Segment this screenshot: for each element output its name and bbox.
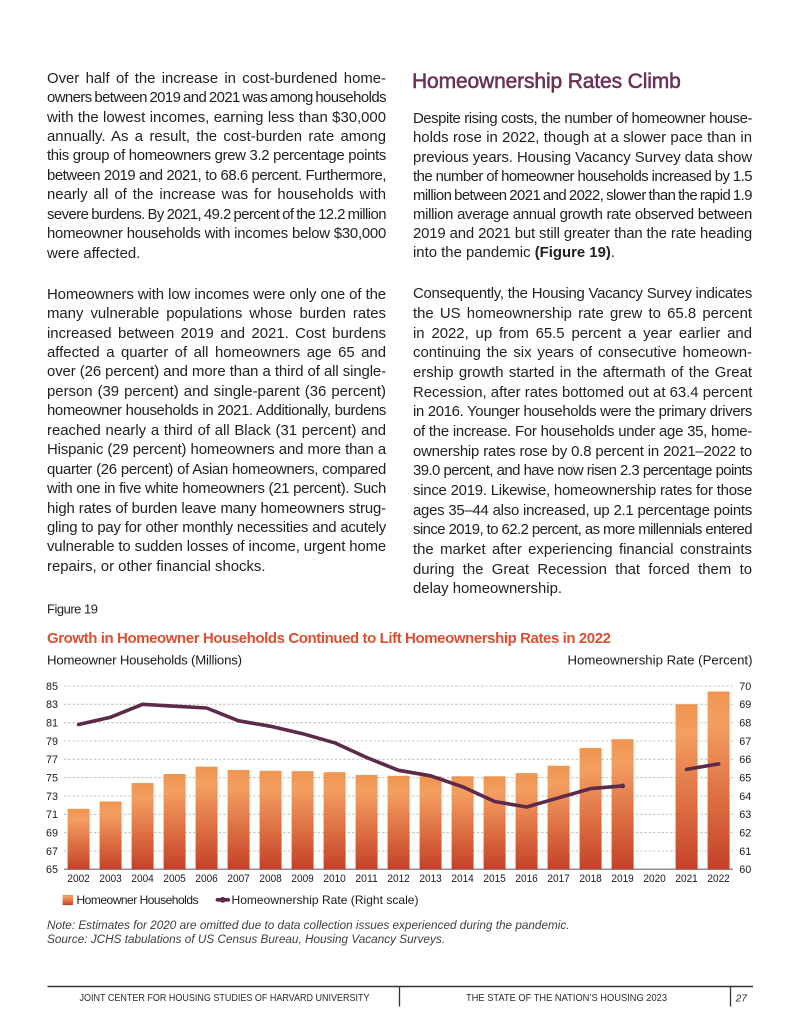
svg-text:79: 79 xyxy=(46,736,58,748)
svg-text:Figure 19: Figure 19 xyxy=(47,602,98,617)
svg-text:2015: 2015 xyxy=(483,873,505,885)
svg-text:Homeowner Households: Homeowner Households xyxy=(77,893,199,907)
svg-text:69: 69 xyxy=(739,699,751,711)
svg-text:2008: 2008 xyxy=(259,873,281,885)
svg-text:27: 27 xyxy=(735,993,748,1004)
svg-text:68: 68 xyxy=(739,718,751,730)
svg-text:77: 77 xyxy=(46,754,58,766)
svg-text:65: 65 xyxy=(46,864,58,876)
svg-text:2005: 2005 xyxy=(163,873,185,885)
svg-text:2009: 2009 xyxy=(291,873,313,885)
svg-text:65: 65 xyxy=(739,772,751,784)
svg-text:63: 63 xyxy=(739,809,751,821)
svg-text:81: 81 xyxy=(46,718,58,730)
svg-text:2011: 2011 xyxy=(355,873,377,885)
svg-text:2021: 2021 xyxy=(675,873,697,885)
svg-text:69: 69 xyxy=(46,827,58,839)
svg-text:Growth in Homeowner Households: Growth in Homeowner Households Continued… xyxy=(47,630,611,647)
svg-text:JOINT CENTER FOR HOUSING STUDI: JOINT CENTER FOR HOUSING STUDIES OF HARV… xyxy=(80,993,370,1004)
svg-text:2020: 2020 xyxy=(643,873,665,885)
svg-text:64: 64 xyxy=(739,791,751,803)
svg-text:THE STATE OF THE NATION’S HOUS: THE STATE OF THE NATION’S HOUSING 2023 xyxy=(466,993,667,1004)
svg-text:Homeownership Rate (Percent): Homeownership Rate (Percent) xyxy=(568,652,753,667)
svg-text:2013: 2013 xyxy=(419,873,441,885)
svg-text:60: 60 xyxy=(739,864,751,876)
svg-text:2003: 2003 xyxy=(99,873,121,885)
svg-text:83: 83 xyxy=(46,699,58,711)
svg-text:70: 70 xyxy=(739,681,751,693)
svg-text:62: 62 xyxy=(739,827,751,839)
svg-text:2018: 2018 xyxy=(579,873,601,885)
svg-text:2014: 2014 xyxy=(451,873,473,885)
svg-text:67: 67 xyxy=(46,846,58,858)
svg-text:2010: 2010 xyxy=(323,873,345,885)
svg-text:2002: 2002 xyxy=(67,873,89,885)
svg-text:71: 71 xyxy=(46,809,58,821)
svg-text:2016: 2016 xyxy=(515,873,537,885)
svg-text:2022: 2022 xyxy=(707,873,729,885)
svg-text:2004: 2004 xyxy=(131,873,153,885)
svg-text:66: 66 xyxy=(739,754,751,766)
svg-text:2012: 2012 xyxy=(387,873,409,885)
svg-text:2007: 2007 xyxy=(227,873,249,885)
svg-text:67: 67 xyxy=(739,736,751,748)
svg-text:61: 61 xyxy=(739,846,751,858)
svg-text:2006: 2006 xyxy=(195,873,217,885)
svg-text:2019: 2019 xyxy=(611,873,633,885)
svg-text:85: 85 xyxy=(46,681,58,693)
svg-text:75: 75 xyxy=(46,772,58,784)
svg-text:Homeownership Rate (Right scal: Homeownership Rate (Right scale) xyxy=(232,893,419,907)
svg-text:Homeowner Households (Millions: Homeowner Households (Millions) xyxy=(47,652,242,667)
svg-text:73: 73 xyxy=(46,791,58,803)
svg-text:2017: 2017 xyxy=(547,873,569,885)
